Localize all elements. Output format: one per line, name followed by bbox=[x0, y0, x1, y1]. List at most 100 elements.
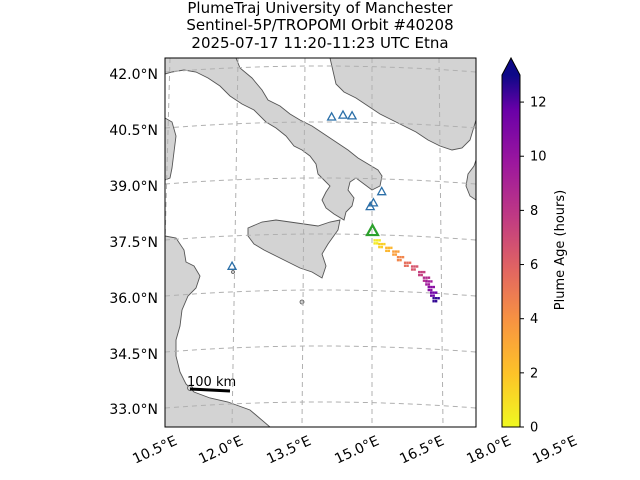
plume-points bbox=[373, 239, 440, 303]
lon-tick: 18.0°E bbox=[464, 433, 513, 467]
volcano-marker bbox=[376, 186, 387, 196]
plume-point bbox=[394, 250, 398, 253]
plume-point bbox=[425, 283, 428, 286]
plume-point bbox=[380, 245, 384, 249]
plume-point bbox=[413, 265, 416, 268]
plume-point bbox=[425, 280, 428, 283]
volcano-marker bbox=[337, 109, 349, 119]
plume-point bbox=[437, 297, 440, 300]
lon-tick: 15.0°E bbox=[332, 433, 381, 467]
plume-point bbox=[410, 268, 414, 271]
colorbar-tick-label: 4 bbox=[530, 312, 538, 327]
title-line-3: 2025-07-17 11:20-11:23 UTC Etna bbox=[191, 34, 449, 52]
plume-point bbox=[427, 285, 430, 289]
lat-tick: 39.0°N bbox=[109, 179, 158, 195]
plume-point bbox=[403, 264, 407, 267]
plume-point bbox=[392, 253, 395, 256]
lat-tick: 34.5°N bbox=[109, 347, 158, 363]
colorbar-tick-label: 0 bbox=[530, 421, 538, 436]
plume-point bbox=[430, 285, 433, 289]
plume-point bbox=[385, 249, 388, 253]
plume-point bbox=[394, 253, 398, 256]
plume-point bbox=[430, 280, 433, 283]
plume-point bbox=[401, 255, 405, 259]
plume-point bbox=[425, 276, 428, 279]
volcano-marker bbox=[226, 260, 238, 270]
lat-tick: 40.5°N bbox=[109, 123, 158, 139]
title-line-2: Sentinel-5P/TROPOMI Orbit #40208 bbox=[186, 16, 454, 34]
plume-point bbox=[413, 268, 416, 271]
title-line-1: PlumeTraj University of Manchester bbox=[187, 0, 453, 17]
plume-point bbox=[392, 250, 395, 253]
plume-point bbox=[387, 249, 391, 253]
colorbar-tick-label: 12 bbox=[530, 96, 547, 111]
plume-point bbox=[435, 291, 438, 294]
plume-point bbox=[420, 273, 423, 277]
colorbar-tick-label: 8 bbox=[530, 204, 538, 219]
plume-point bbox=[432, 297, 435, 300]
plume-point bbox=[390, 246, 393, 250]
plume-point bbox=[406, 261, 409, 264]
plume-point bbox=[397, 250, 400, 253]
plume-point bbox=[432, 300, 435, 303]
lat-tick: 42.0°N bbox=[109, 67, 158, 83]
lat-tick: 36.0°N bbox=[109, 291, 158, 307]
plume-point bbox=[373, 239, 376, 242]
plume-point bbox=[430, 288, 433, 292]
colorbar-label: Plume Age (hours) bbox=[553, 190, 568, 310]
plume-point bbox=[380, 242, 384, 246]
land-tunisia bbox=[165, 235, 271, 427]
plume-point bbox=[418, 270, 421, 274]
lon-tick: 13.5°E bbox=[264, 433, 313, 467]
plume-point bbox=[418, 273, 421, 277]
plume-point bbox=[434, 297, 438, 300]
plume-point bbox=[430, 294, 433, 297]
colorbar: 0 2 4 6 8 10 12 Plume Age (hours) bbox=[501, 56, 568, 436]
colorbar-tick-label: 10 bbox=[530, 150, 547, 165]
plume-point bbox=[378, 245, 381, 249]
plume-point bbox=[378, 239, 381, 242]
plume-point bbox=[378, 242, 381, 246]
lat-tick: 33.0°N bbox=[109, 402, 158, 418]
lon-tick: 19.5°E bbox=[530, 433, 579, 467]
plume-point bbox=[427, 276, 431, 279]
plume-point bbox=[430, 291, 433, 294]
land-sicily bbox=[247, 219, 341, 279]
plume-point bbox=[375, 242, 379, 245]
plume-point bbox=[434, 300, 438, 303]
plume-point bbox=[420, 270, 423, 274]
scale-bar-label: 100 km bbox=[187, 375, 236, 390]
plume-point bbox=[432, 294, 435, 297]
lat-tick: 37.5°N bbox=[109, 235, 158, 251]
plume-point bbox=[387, 246, 391, 250]
plume-point bbox=[399, 255, 402, 259]
plume-point bbox=[383, 242, 386, 246]
plume-point bbox=[427, 280, 431, 283]
lon-tick: 12.0°E bbox=[196, 433, 245, 467]
colorbar-extend-arrow bbox=[502, 58, 520, 75]
colorbar-tick-label: 6 bbox=[530, 258, 538, 273]
lon-tick: 16.5°E bbox=[397, 433, 446, 467]
island-pantelleria bbox=[231, 270, 235, 274]
plume-point bbox=[423, 270, 426, 274]
scale-bar-line bbox=[189, 387, 231, 393]
plume-point bbox=[373, 242, 376, 245]
colorbar-outline bbox=[501, 56, 521, 428]
map-frame bbox=[164, 57, 477, 428]
plume-point bbox=[375, 239, 379, 242]
plume-point bbox=[396, 255, 400, 259]
plume-point bbox=[427, 283, 431, 286]
plume-point bbox=[410, 265, 414, 268]
plume-point bbox=[406, 264, 409, 267]
volcano-markers bbox=[226, 109, 387, 270]
colorbar-tick-label: 2 bbox=[530, 366, 538, 381]
plume-point bbox=[422, 276, 426, 279]
plume-point bbox=[385, 246, 388, 250]
lon-tick: 10.5°E bbox=[130, 433, 179, 467]
land-puglia bbox=[329, 58, 476, 151]
plume-point bbox=[432, 285, 435, 289]
scale-bar: 100 km bbox=[187, 375, 236, 393]
colorbar-gradient bbox=[502, 75, 520, 427]
plume-point bbox=[408, 261, 412, 264]
